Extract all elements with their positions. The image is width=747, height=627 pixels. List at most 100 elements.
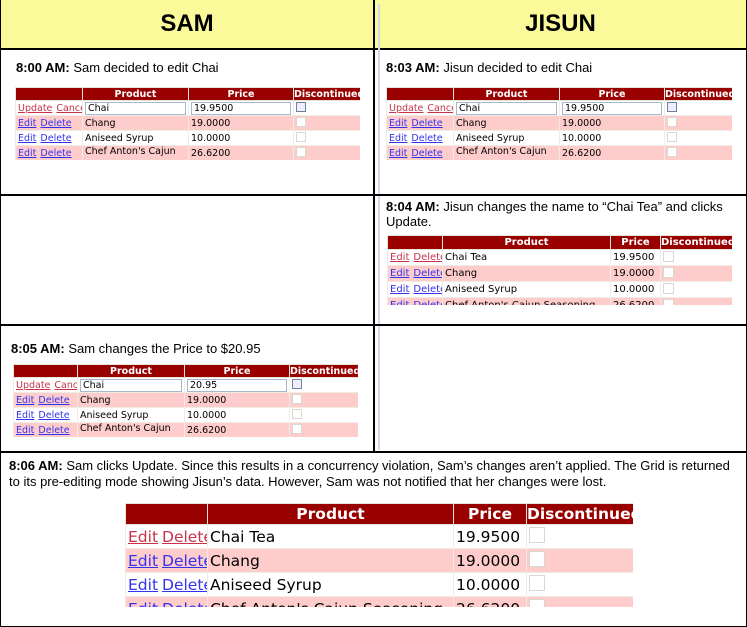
- column-header[interactable]: Product: [82, 87, 189, 101]
- edit-link[interactable]: Edit: [16, 409, 35, 421]
- update-link[interactable]: Update: [18, 102, 53, 114]
- edit-link[interactable]: Edit: [128, 575, 159, 594]
- discontinued-checkbox[interactable]: [292, 378, 302, 389]
- column-header[interactable]: Discontinued: [526, 503, 633, 525]
- edit-link[interactable]: Edit: [389, 132, 408, 144]
- column-header[interactable]: Price: [559, 87, 665, 101]
- product-input[interactable]: [85, 101, 186, 115]
- product-cell: Chang: [442, 265, 611, 282]
- price-cell: 10.0000: [188, 130, 294, 146]
- edit-link[interactable]: Edit: [16, 424, 35, 436]
- discontinued-cell: [660, 281, 732, 298]
- discontinued-checkbox: [296, 116, 306, 127]
- edit-link[interactable]: Edit: [389, 147, 408, 159]
- column-header[interactable]: Product: [442, 235, 611, 250]
- discontinued-checkbox: [529, 574, 545, 591]
- delete-link[interactable]: Delete: [413, 252, 441, 263]
- delete-link[interactable]: Delete: [411, 117, 443, 129]
- product-cell: Chef Anton's Cajun: [82, 145, 189, 160]
- cancel-link[interactable]: Cancel: [54, 379, 76, 391]
- update-link[interactable]: Update: [389, 102, 424, 114]
- discontinued-checkbox: [296, 146, 306, 157]
- delete-link[interactable]: Delete: [40, 117, 72, 129]
- grid-header-row: Product Price Discontinued: [13, 364, 358, 378]
- edit-link[interactable]: Edit: [390, 284, 410, 295]
- delete-link[interactable]: Delete: [38, 424, 70, 436]
- update-link[interactable]: Update: [16, 379, 51, 391]
- sam-header: SAM: [1, 0, 373, 50]
- edit-link[interactable]: Edit: [128, 551, 159, 570]
- column-header[interactable]: Price: [188, 87, 294, 101]
- price-cell: 19.0000: [184, 392, 290, 408]
- delete-link[interactable]: Delete: [162, 527, 206, 546]
- step-caption-804: 8:04 AM: Jisun changes the name to “Chai…: [386, 199, 723, 229]
- product-value: Aniseed Syrup: [445, 284, 518, 295]
- product-cell: Chang: [77, 392, 185, 408]
- delete-link[interactable]: Delete: [413, 284, 441, 295]
- delete-link[interactable]: Delete: [413, 300, 441, 305]
- edit-link[interactable]: Edit: [390, 300, 409, 305]
- delete-link[interactable]: Delete: [38, 394, 70, 406]
- discontinued-checkbox[interactable]: [296, 101, 306, 112]
- price-input[interactable]: [191, 101, 291, 115]
- edit-link[interactable]: Edit: [128, 600, 158, 608]
- discontinued-checkbox[interactable]: [667, 101, 677, 112]
- price-input[interactable]: [187, 378, 287, 392]
- product-cell: Chang: [453, 115, 560, 131]
- product-cell: Chai Tea: [442, 249, 611, 266]
- delete-link[interactable]: Delete: [40, 132, 72, 144]
- column-header[interactable]: Discontinued: [664, 87, 732, 101]
- product-input[interactable]: [456, 101, 557, 115]
- discontinued-cell: [289, 407, 358, 423]
- delete-link[interactable]: Delete: [162, 600, 206, 608]
- discontinued-checkbox: [667, 146, 677, 157]
- edit-link[interactable]: Edit: [18, 147, 37, 159]
- edit-link[interactable]: Edit: [389, 117, 408, 129]
- edit-link[interactable]: Edit: [390, 268, 410, 279]
- column-header[interactable]: Product: [453, 87, 560, 101]
- column-header[interactable]: Discontinued: [293, 87, 360, 101]
- product-input[interactable]: [80, 378, 182, 392]
- delete-link[interactable]: Delete: [411, 147, 443, 159]
- column-header: [387, 235, 443, 250]
- row-actions: UpdateCancel: [13, 377, 78, 393]
- price-value: 26.6200: [187, 424, 227, 436]
- edit-link[interactable]: Edit: [16, 394, 35, 406]
- product-value: Chef Anton's Cajun: [456, 146, 547, 158]
- column-header[interactable]: Price: [453, 503, 527, 525]
- cancel-link[interactable]: Cancel: [56, 102, 81, 114]
- column-header[interactable]: Discontinued: [289, 364, 358, 378]
- delete-link[interactable]: Delete: [40, 147, 72, 159]
- delete-link[interactable]: Delete: [413, 268, 441, 279]
- discontinued-checkbox: [663, 266, 674, 278]
- edit-link[interactable]: Edit: [128, 527, 159, 546]
- column-header[interactable]: Discontinued: [660, 235, 732, 250]
- product-cell: Aniseed Syrup: [82, 130, 189, 146]
- discontinued-cell: [289, 422, 358, 437]
- delete-link[interactable]: Delete: [411, 132, 443, 144]
- price-input[interactable]: [562, 101, 662, 115]
- column-header[interactable]: Product: [207, 503, 454, 525]
- step-caption-805: 8:05 AM: Sam changes the Price to $20.95: [11, 341, 261, 356]
- delete-link[interactable]: Delete: [162, 551, 206, 570]
- delete-link[interactable]: Delete: [38, 409, 70, 421]
- row-actions: UpdateCancel: [386, 100, 454, 116]
- edit-link[interactable]: Edit: [18, 132, 37, 144]
- edit-link[interactable]: Edit: [390, 252, 410, 263]
- edit-link[interactable]: Edit: [18, 117, 37, 129]
- column-divider: [373, 0, 375, 452]
- cancel-link[interactable]: Cancel: [427, 102, 452, 114]
- jisun-header: JISUN: [375, 0, 746, 50]
- delete-link[interactable]: Delete: [162, 575, 206, 594]
- product-value: Chang: [80, 394, 111, 406]
- column-header[interactable]: Price: [610, 235, 661, 250]
- price-cell: 19.0000: [559, 115, 665, 131]
- column-header[interactable]: Product: [77, 364, 185, 378]
- column-header[interactable]: Price: [184, 364, 290, 378]
- row-divider-2: [0, 324, 747, 326]
